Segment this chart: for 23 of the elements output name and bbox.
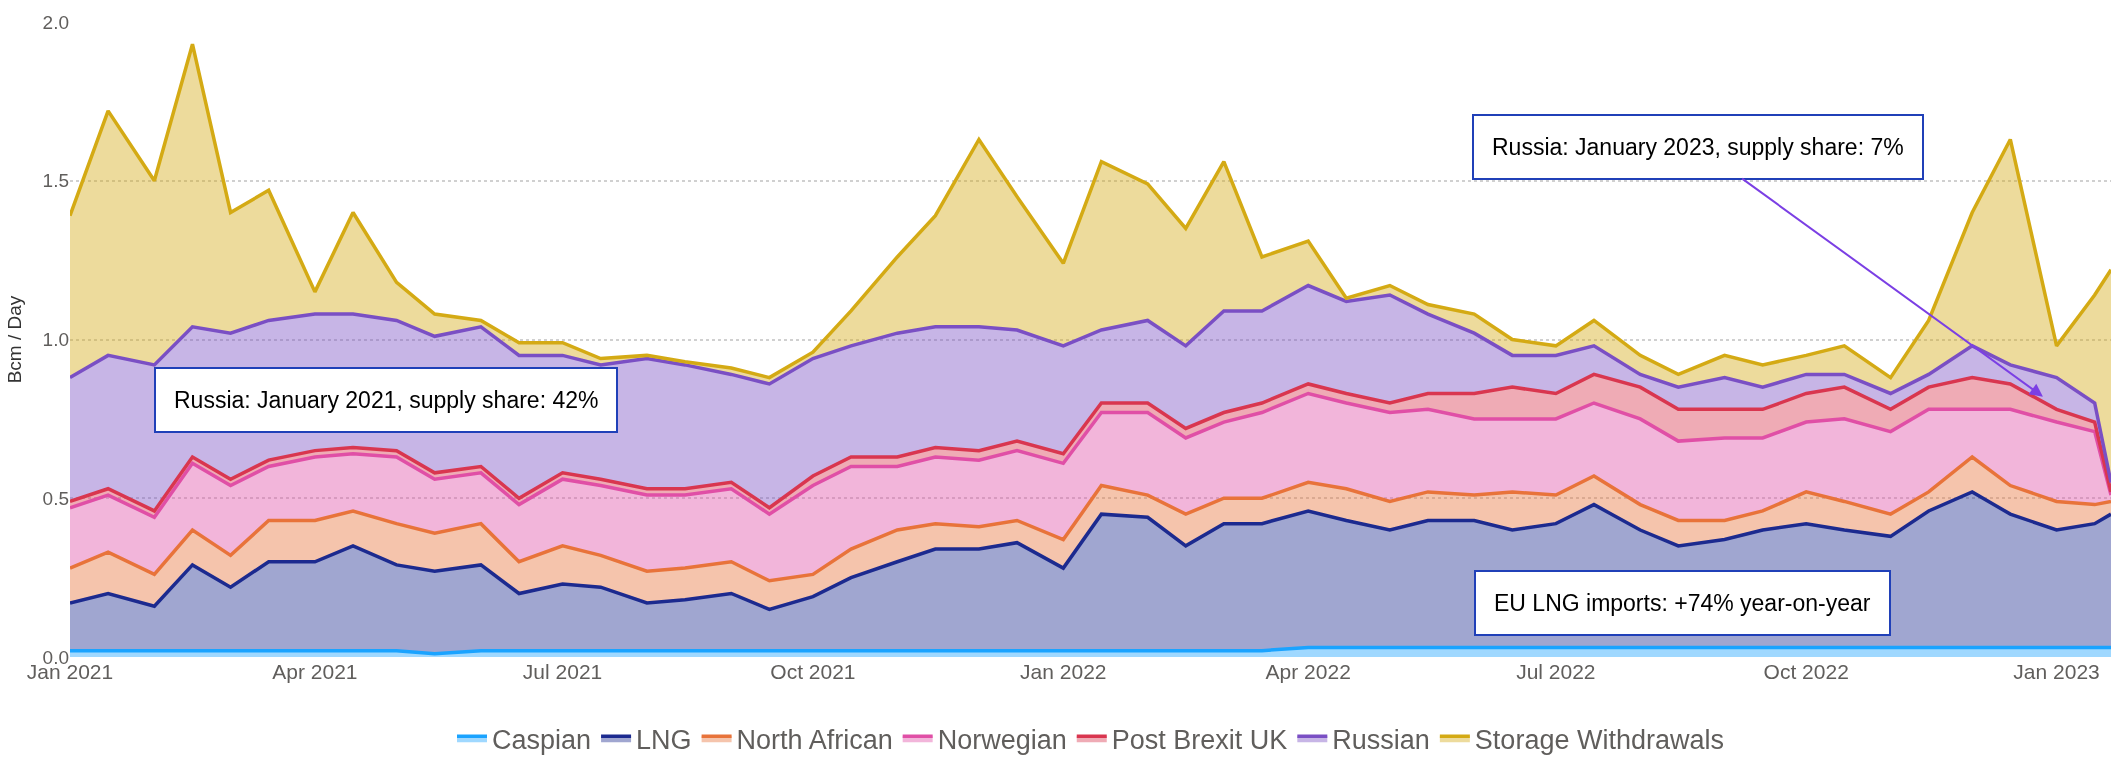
y-tick-label: 1.5 bbox=[42, 170, 69, 192]
x-tick-label: Jul 2021 bbox=[522, 660, 603, 683]
x-tick-label: Jan 2022 bbox=[1020, 660, 1107, 683]
legend-label: LNG bbox=[636, 724, 692, 755]
y-tick-label: 0.5 bbox=[42, 487, 69, 509]
x-tick-label: Jan 2023 bbox=[2013, 660, 2100, 683]
x-tick-label: Apr 2021 bbox=[272, 660, 358, 683]
x-tick-label: Oct 2022 bbox=[1763, 660, 1849, 683]
x-tick-label: Jul 2022 bbox=[1516, 660, 1596, 683]
legend-label: Post Brexit UK bbox=[1111, 724, 1288, 755]
annotation: Russia: January 2023, supply share: 7% bbox=[1492, 134, 1904, 160]
legend-label: Norwegian bbox=[937, 724, 1067, 755]
annotation: EU LNG imports: +74% year-on-year bbox=[1494, 590, 1871, 616]
x-tick-label: Apr 2022 bbox=[1265, 660, 1351, 683]
y-axis-title: Bcm / Day bbox=[4, 295, 26, 384]
y-tick-label: 2.0 bbox=[42, 11, 69, 33]
legend-label: Storage Withdrawals bbox=[1474, 724, 1724, 755]
y-tick-label: 1.0 bbox=[42, 329, 69, 351]
legend-label: Caspian bbox=[492, 724, 592, 755]
x-tick-label: Oct 2021 bbox=[770, 660, 856, 683]
legend-label: Russian bbox=[1332, 724, 1430, 755]
legend-label: North African bbox=[736, 724, 893, 755]
annotation: Russia: January 2021, supply share: 42% bbox=[174, 387, 599, 413]
